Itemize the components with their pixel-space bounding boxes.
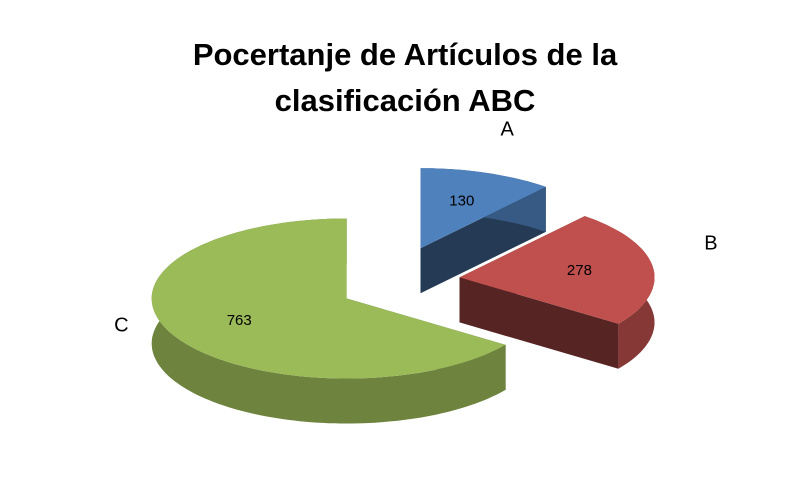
slice-wall (459, 277, 619, 369)
value-label: 130 (449, 193, 474, 210)
category-label: B (704, 232, 717, 254)
category-label: A (500, 119, 514, 141)
value-label: 278 (567, 262, 592, 279)
category-label: C (114, 314, 128, 336)
slice (459, 216, 655, 324)
slice (151, 218, 506, 379)
value-label: 763 (227, 312, 252, 329)
slice (420, 168, 546, 249)
chart-title: Pocertanje de Artículos de la clasificac… (192, 37, 618, 118)
